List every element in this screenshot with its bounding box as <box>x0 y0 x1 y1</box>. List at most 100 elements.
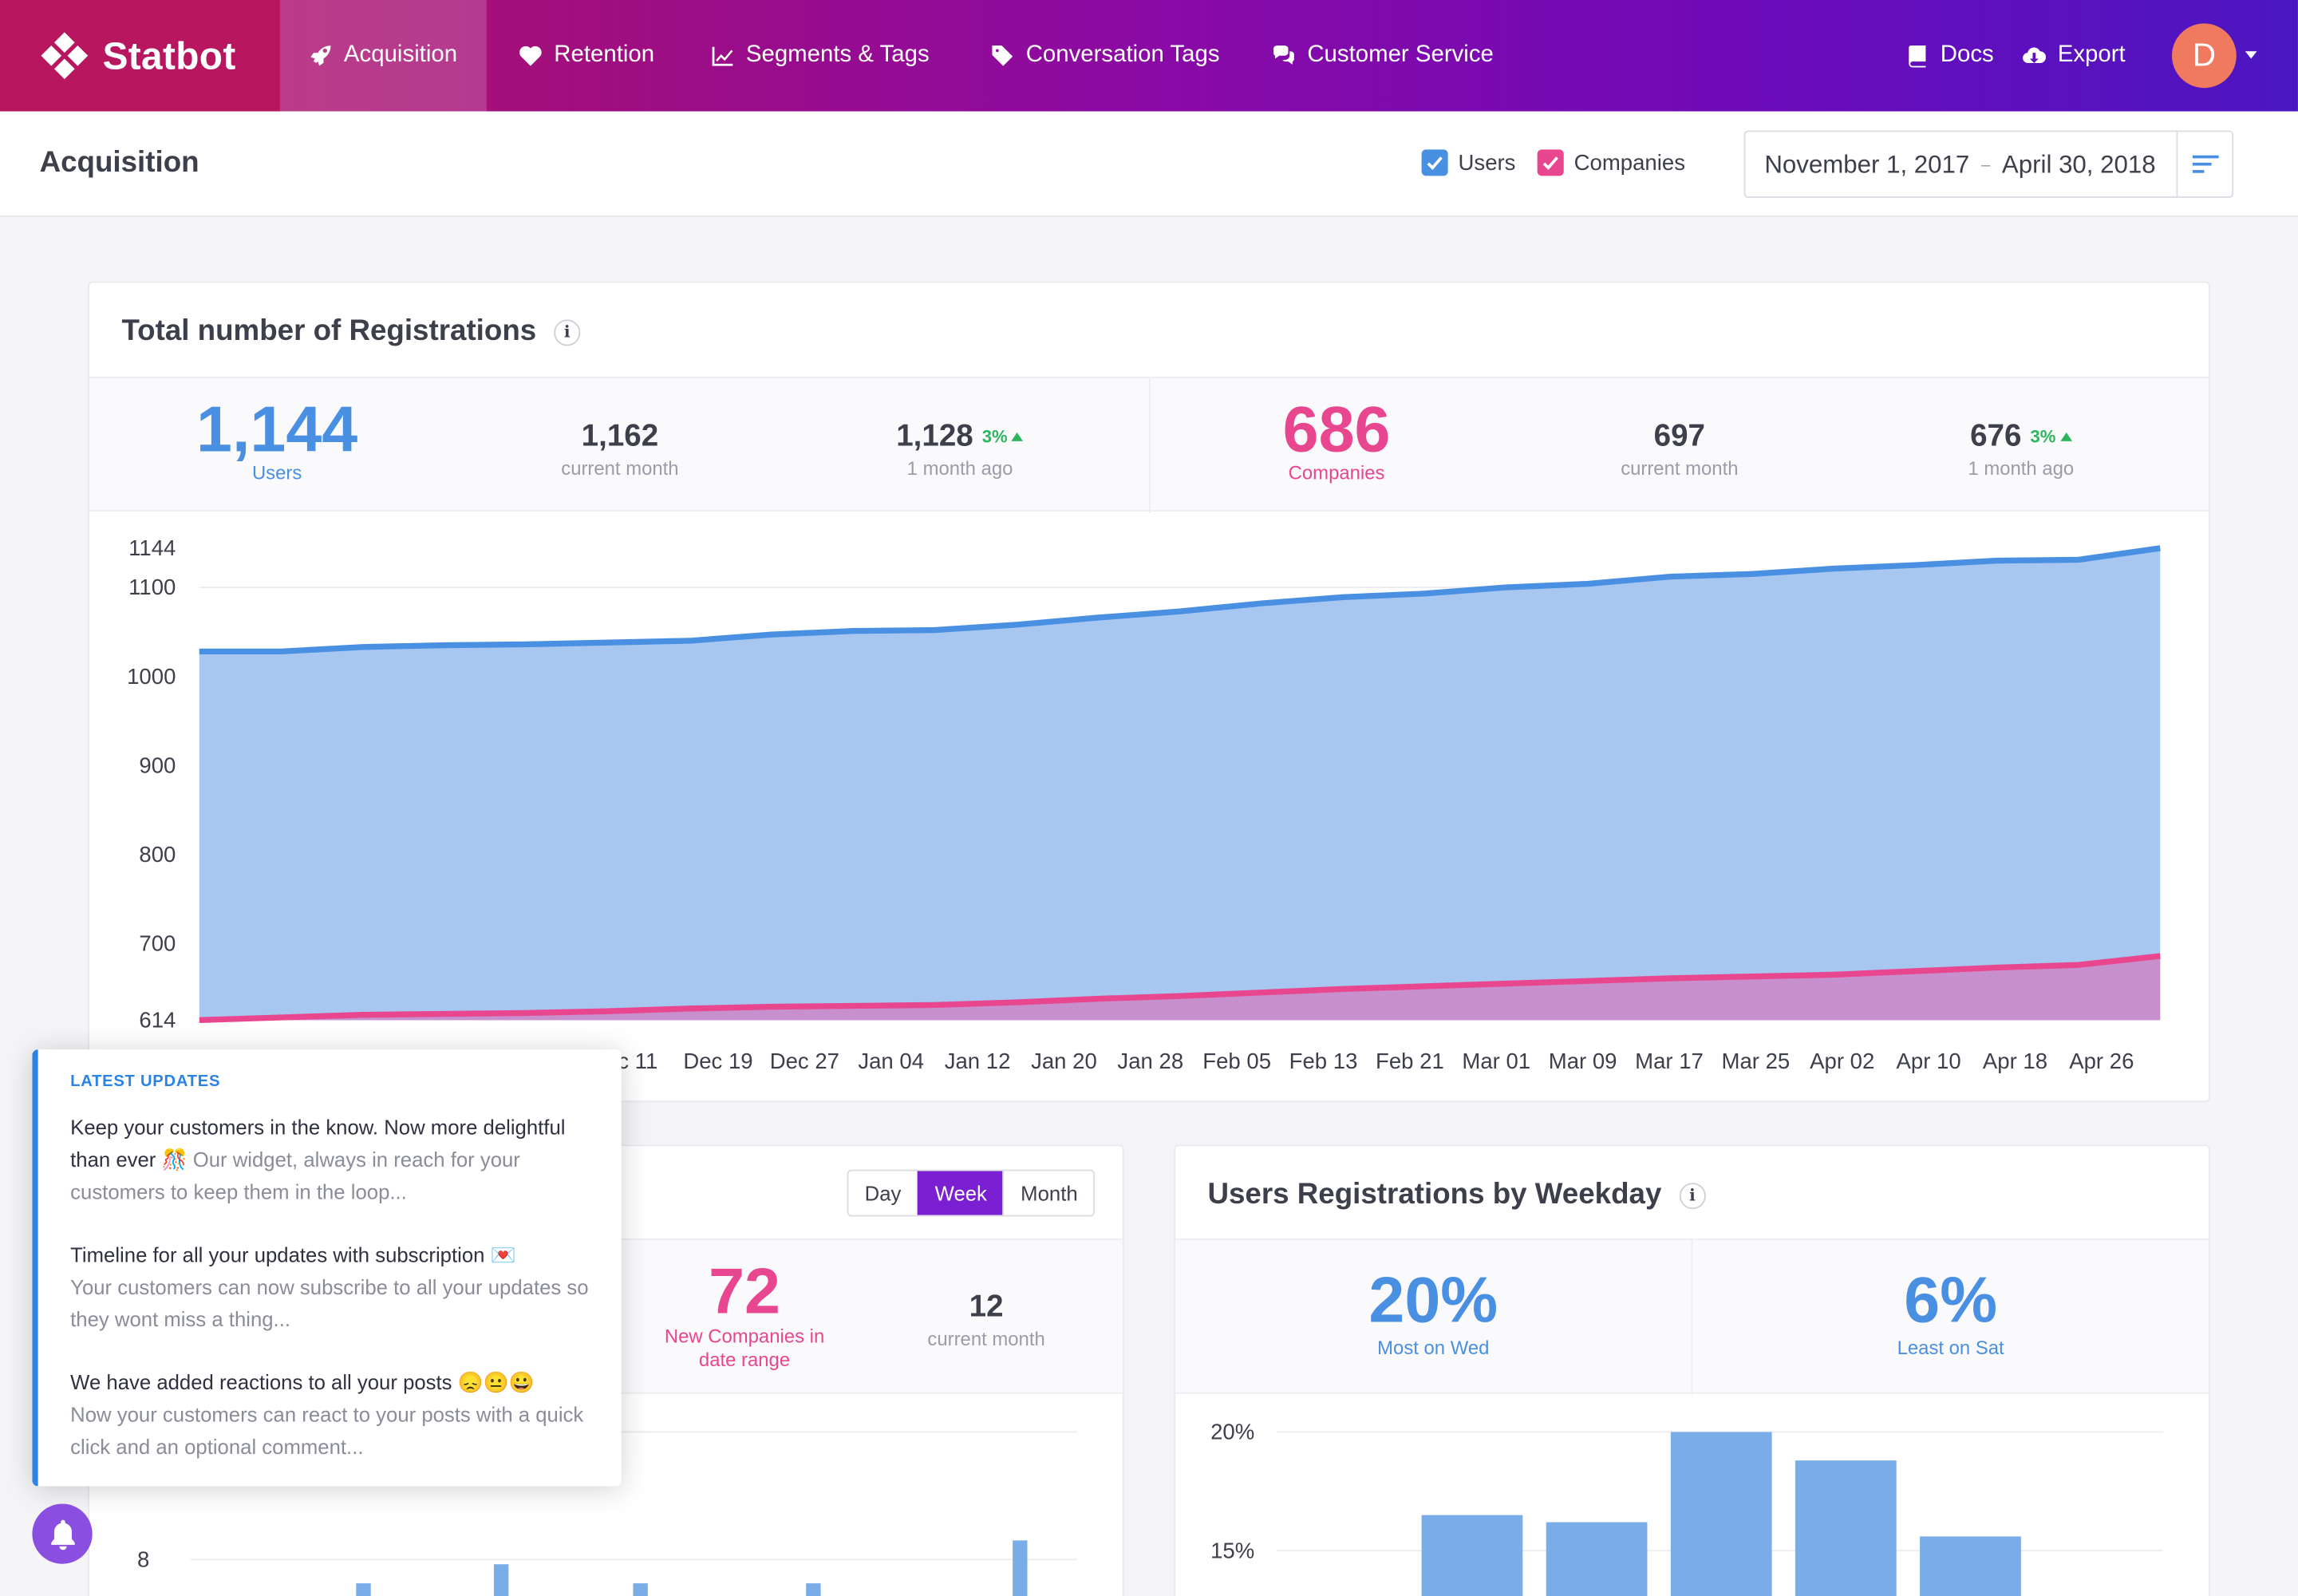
bar-tue <box>1546 1522 1648 1596</box>
heart-icon <box>519 45 542 66</box>
update-item[interactable]: Keep your customers in the know. Now mor… <box>70 1111 589 1207</box>
weekday-least-stat: 6% Least on Sat <box>1804 1265 2097 1359</box>
weekday-least-value: 6% <box>1904 1265 1998 1337</box>
companies-prev-value: 676 <box>1970 419 2022 453</box>
notifications-button[interactable] <box>32 1503 93 1564</box>
companies-prev-change: 3% <box>2030 419 2072 454</box>
y-tick-label: 800 <box>139 842 176 867</box>
new-current-stat: 12 current month <box>839 1290 1132 1349</box>
y-tick-label: 700 <box>139 931 176 956</box>
bar <box>633 1583 648 1596</box>
x-tick-label: Mar 25 <box>1721 1049 1790 1073</box>
weekday-stats: 20% Most on Wed 6% Least on Sat <box>1175 1238 2209 1396</box>
new-current-label: current month <box>927 1328 1045 1350</box>
nav-item-customer-service[interactable]: Customer Service <box>1243 0 1523 112</box>
info-icon[interactable]: i <box>554 318 581 346</box>
y-tick-label: 1000 <box>127 664 176 689</box>
y-tick-label: 900 <box>139 753 176 777</box>
update-item[interactable]: Timeline for all your updates with subsc… <box>70 1238 589 1335</box>
date-range-picker[interactable]: November 1, 2017 – April 30, 2018 <box>1743 130 2234 198</box>
new-registrations-bar-chart: 8 <box>137 1431 1077 1596</box>
toggle-day[interactable]: Day <box>864 1181 902 1205</box>
update-title: We have added reactions to all your post… <box>70 1370 535 1394</box>
users-checkbox[interactable]: Users <box>1421 149 1516 176</box>
users-prev-label: 1 month ago <box>906 457 1013 480</box>
checkmark-icon <box>1421 149 1448 176</box>
line-chart-icon <box>712 46 733 66</box>
sort-lines-icon <box>2191 155 2218 173</box>
new-companies-label: New Companies in date range <box>664 1325 825 1371</box>
docs-label: Docs <box>1940 42 1994 68</box>
stats-divider <box>1691 1239 1693 1396</box>
arrow-up-icon <box>2059 432 2072 441</box>
nav-item-retention[interactable]: Retention <box>489 0 683 112</box>
update-title: Timeline for all your updates with subsc… <box>70 1242 516 1266</box>
stats-divider <box>1148 377 1151 513</box>
companies-checkbox-label: Companies <box>1573 150 1685 176</box>
x-tick-label: Feb 21 <box>1376 1049 1444 1073</box>
latest-updates-popup: LATEST UPDATES Keep your customers in th… <box>32 1049 622 1487</box>
new-current-value: 12 <box>969 1290 1004 1324</box>
chevron-down-icon[interactable] <box>2245 51 2257 59</box>
companies-prev-stat: 676 3% 1 month ago <box>1874 419 2167 479</box>
users-total-value: 1,144 <box>196 394 358 467</box>
nav-item-segments-tags[interactable]: Segments & Tags <box>681 0 958 112</box>
nav-item-acquisition[interactable]: Acquisition <box>279 0 487 112</box>
weekday-bar-chart: 20% 15% <box>1210 1420 2163 1596</box>
bar <box>1013 1540 1028 1596</box>
update-item[interactable]: We have added reactions to all your post… <box>70 1366 589 1463</box>
bar <box>806 1583 821 1596</box>
top-navbar: Statbot Acquisition Retention Segments &… <box>0 0 2298 112</box>
export-label: Export <box>2057 42 2126 68</box>
weekday-least-label: Least on Sat <box>1897 1337 2004 1359</box>
weekday-most-label: Most on Wed <box>1377 1337 1490 1359</box>
companies-checkbox[interactable]: Companies <box>1537 149 1685 176</box>
info-icon[interactable]: i <box>1679 1182 1706 1209</box>
users-current-value: 1,162 <box>581 419 659 453</box>
update-title: Keep your customers in the know. Now mor… <box>70 1115 566 1171</box>
nav-item-conversation-tags[interactable]: Conversation Tags <box>961 0 1249 112</box>
date-end: April 30, 2018 <box>2001 151 2156 180</box>
bar-wed <box>1670 1432 1772 1596</box>
statbot-logo-icon <box>41 32 89 80</box>
card-title: Total number of Registrations <box>121 314 537 348</box>
toggle-week[interactable]: Week <box>917 1171 1004 1215</box>
x-tick-label: Mar 17 <box>1635 1049 1704 1073</box>
rocket-icon <box>310 45 331 66</box>
tag-icon <box>992 45 1013 66</box>
y-tick-label: 20% <box>1210 1420 1254 1444</box>
companies-prev-label: 1 month ago <box>1968 457 2075 480</box>
docs-link[interactable]: Docs <box>1876 0 2024 112</box>
bar-thu <box>1795 1460 1897 1596</box>
companies-current-value: 697 <box>1653 419 1706 453</box>
page-header: Acquisition Users Companies November 1, … <box>0 111 2298 217</box>
date-start: November 1, 2017 <box>1764 151 1970 180</box>
toggle-month[interactable]: Month <box>1003 1171 1094 1215</box>
x-tick-label: Mar 09 <box>1549 1049 1617 1073</box>
brand-name: Statbot <box>102 33 236 77</box>
users-checkbox-label: Users <box>1458 150 1516 176</box>
avatar[interactable]: D <box>2171 23 2237 89</box>
nav-label: Conversation Tags <box>1025 42 1220 68</box>
update-desc: Your customers can now subscribe to all … <box>70 1274 589 1331</box>
y-tick-label: 8 <box>137 1547 149 1571</box>
nav-label: Retention <box>554 42 655 68</box>
y-tick-label: 1100 <box>128 575 176 599</box>
date-options-button[interactable] <box>2176 132 2232 197</box>
y-tick-label: 614 <box>139 1008 176 1033</box>
checkmark-icon <box>1537 149 1564 176</box>
card-title: Users Registrations by Weekday <box>1207 1178 1662 1211</box>
cloud-download-icon <box>2023 47 2047 63</box>
users-total-stat: 1,144 Users <box>130 394 423 484</box>
x-tick-label: Jan 12 <box>945 1049 1011 1073</box>
y-tick-label: 1144 <box>128 535 176 560</box>
brand[interactable]: Statbot <box>0 0 280 112</box>
x-tick-label: Feb 13 <box>1289 1049 1358 1073</box>
new-companies-stat: 72 New Companies in date range <box>598 1260 890 1373</box>
x-tick-label: Dec 27 <box>770 1049 839 1073</box>
bar-mon <box>1421 1515 1523 1596</box>
companies-total-label: Companies <box>1288 461 1385 484</box>
export-button[interactable]: Export <box>1993 0 2154 112</box>
companies-current-stat: 697 current month <box>1533 419 1826 479</box>
